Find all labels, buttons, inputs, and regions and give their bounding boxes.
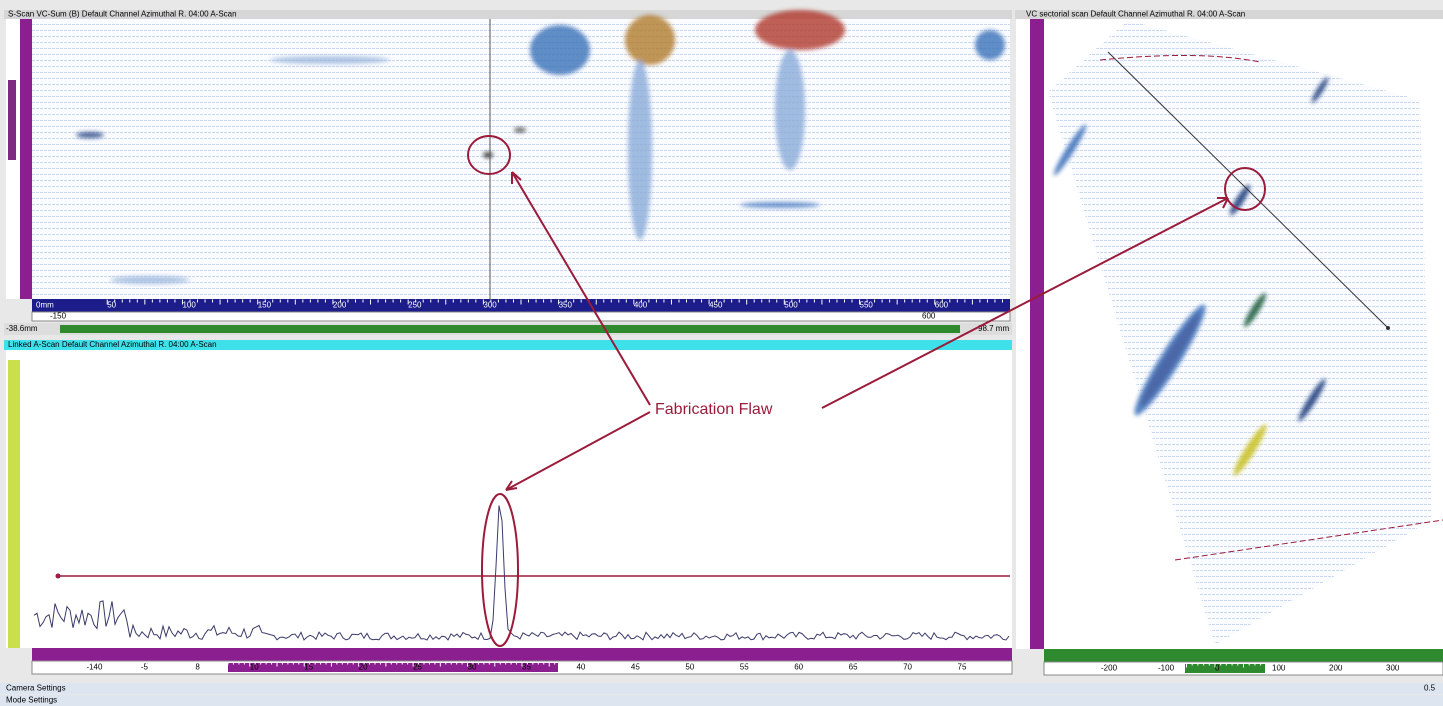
- cursor-right: 98.7 mm: [978, 324, 1009, 333]
- ruler-label: 350: [559, 301, 573, 310]
- ruler-label: 100: [182, 301, 196, 310]
- indication: [1243, 292, 1267, 328]
- panel-header: [4, 10, 1012, 19]
- indication: [483, 152, 493, 158]
- ruler-label: 50: [107, 301, 116, 310]
- panel-title: S-Scan VC-Sum (B) Default Channel Azimut…: [8, 10, 237, 19]
- sector-image: [1048, 20, 1432, 645]
- ruler-label: 55: [740, 663, 749, 672]
- indication: [1053, 124, 1087, 176]
- ruler-label: -200: [1101, 664, 1118, 673]
- indication: [755, 10, 845, 50]
- geometry-line: [1174, 519, 1443, 561]
- ruler-label: 150: [258, 301, 272, 310]
- indication: [975, 30, 1005, 60]
- cursor-end: [1386, 326, 1390, 330]
- ruler-label: 600: [935, 301, 949, 310]
- ruler-label: 60: [794, 663, 803, 672]
- panel-header: [1015, 10, 1443, 19]
- ruler-label: 550: [860, 301, 874, 310]
- cursor-range: [60, 325, 960, 333]
- scale: [1016, 19, 1030, 649]
- ascan-plot: [32, 350, 1012, 648]
- range-start: -150: [50, 312, 67, 321]
- cursor-line: [1107, 51, 1389, 329]
- indication: [628, 60, 652, 240]
- panel-title: Linked A-Scan Default Channel Azimuthal …: [8, 340, 217, 349]
- ruler-label: 400: [634, 301, 648, 310]
- cscan-image: [32, 19, 1010, 299]
- ruler-label: 200: [1329, 664, 1343, 673]
- ruler-label: -100: [1158, 664, 1175, 673]
- indication: [1233, 424, 1267, 476]
- ruler-unit: 0.0mm: [1048, 664, 1073, 673]
- indication: [76, 132, 104, 138]
- ruler-label: 8: [195, 663, 200, 672]
- ruler-label: -5: [141, 663, 149, 672]
- annotation-label: Fabrication Flaw: [655, 401, 773, 418]
- range-end: 600: [922, 312, 936, 321]
- indication: [110, 276, 190, 284]
- ruler-label: 300: [483, 301, 497, 310]
- gate-start: [55, 573, 61, 579]
- ruler-label: -140: [86, 663, 103, 672]
- ruler-label: 500: [784, 301, 798, 310]
- ruler-label: 10: [250, 663, 259, 672]
- status-text: Camera Settings: [6, 684, 66, 693]
- ruler-label: 100: [1272, 664, 1286, 673]
- ruler-label: 45: [631, 663, 640, 672]
- status-bar: [0, 695, 1443, 706]
- ruler-label: 0: [1215, 664, 1220, 673]
- ascan-waveform: [33, 505, 1010, 641]
- ruler-label: 25: [413, 663, 422, 672]
- ruler-vertical: [8, 360, 20, 648]
- indication: [514, 128, 526, 132]
- indication: [1134, 304, 1206, 416]
- ruler-unit: 0mm: [36, 301, 54, 310]
- indication: [1311, 77, 1329, 103]
- ruler-label: 20: [359, 663, 368, 672]
- ruler-label: 300: [1386, 664, 1400, 673]
- ruler-unit: 0mm: [36, 663, 54, 672]
- ruler-label: 450: [709, 301, 723, 310]
- ruler-label: 250: [408, 301, 422, 310]
- ruler-label: 40: [576, 663, 585, 672]
- indication: [775, 50, 805, 170]
- sscan-indications: [1053, 77, 1329, 476]
- range-selection: [1185, 664, 1265, 673]
- indication: [530, 25, 590, 75]
- ruler-horizontal: [32, 648, 1012, 661]
- ruler-horizontal: [1044, 649, 1443, 662]
- panel-header: [4, 340, 1012, 350]
- indication: [270, 56, 390, 64]
- range-selection: [228, 663, 558, 672]
- ruler-vertical: [1030, 19, 1044, 649]
- scale-marker: [8, 80, 16, 160]
- ruler-label: 30: [468, 663, 477, 672]
- status-text: Mode Settings: [6, 696, 57, 705]
- ruler-label: 35: [522, 663, 531, 672]
- ruler-vertical: [20, 19, 32, 299]
- indication: [740, 202, 820, 208]
- ruler-label: 200: [333, 301, 347, 310]
- status-bar: [0, 683, 1443, 694]
- status-corner: 0.5: [1424, 684, 1436, 693]
- annotation-shapes: [467, 135, 1266, 647]
- cscan-indications: [76, 10, 1005, 284]
- ruler-label: 75: [958, 663, 967, 672]
- ruler-label: 50: [685, 663, 694, 672]
- panel-title: VC sectorial scan Default Channel Azimut…: [1026, 10, 1245, 19]
- ruler-label: 65: [849, 663, 858, 672]
- geometry-line: [1099, 54, 1261, 63]
- ruler-label: 15: [304, 663, 313, 672]
- range-bar: [31, 311, 1011, 322]
- cursor-left: -38.6mm: [6, 324, 38, 333]
- indication: [1298, 378, 1326, 422]
- ruler-label: 70: [903, 663, 912, 672]
- ruler-horizontal: [32, 299, 1010, 312]
- indication: [625, 15, 675, 65]
